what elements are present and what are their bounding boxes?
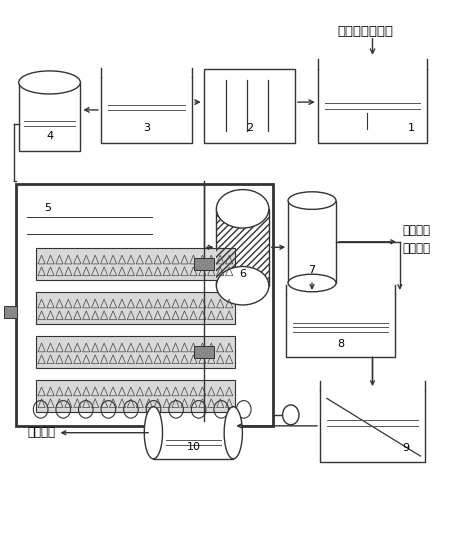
- FancyBboxPatch shape: [19, 83, 80, 151]
- FancyBboxPatch shape: [36, 249, 235, 280]
- Text: 5: 5: [44, 203, 51, 213]
- FancyBboxPatch shape: [16, 184, 274, 426]
- FancyBboxPatch shape: [288, 200, 336, 283]
- Text: 7: 7: [309, 265, 316, 275]
- Circle shape: [283, 405, 299, 425]
- Text: 8: 8: [337, 339, 344, 349]
- Text: 含镉污泥
回收利用: 含镉污泥 回收利用: [402, 224, 430, 255]
- FancyBboxPatch shape: [194, 258, 214, 270]
- FancyBboxPatch shape: [153, 407, 233, 459]
- FancyBboxPatch shape: [216, 209, 269, 286]
- FancyBboxPatch shape: [204, 69, 295, 143]
- Text: 9: 9: [402, 443, 410, 453]
- Ellipse shape: [224, 407, 243, 459]
- Text: 6: 6: [239, 269, 246, 279]
- FancyBboxPatch shape: [36, 336, 235, 368]
- Text: 1: 1: [407, 123, 414, 133]
- FancyBboxPatch shape: [194, 346, 214, 359]
- Ellipse shape: [288, 192, 336, 209]
- Text: 2: 2: [246, 123, 253, 133]
- Ellipse shape: [288, 274, 336, 292]
- FancyBboxPatch shape: [4, 306, 18, 318]
- Text: 含镉的电镀废水: 含镉的电镀废水: [338, 25, 394, 38]
- Ellipse shape: [216, 266, 269, 305]
- Text: 4: 4: [46, 131, 53, 141]
- FancyBboxPatch shape: [36, 292, 235, 324]
- FancyBboxPatch shape: [36, 380, 235, 412]
- Ellipse shape: [216, 190, 269, 228]
- Ellipse shape: [144, 407, 163, 459]
- Text: 10: 10: [186, 442, 201, 452]
- Text: 3: 3: [143, 123, 150, 133]
- Ellipse shape: [19, 71, 80, 94]
- Text: 净化出水: 净化出水: [27, 426, 55, 439]
